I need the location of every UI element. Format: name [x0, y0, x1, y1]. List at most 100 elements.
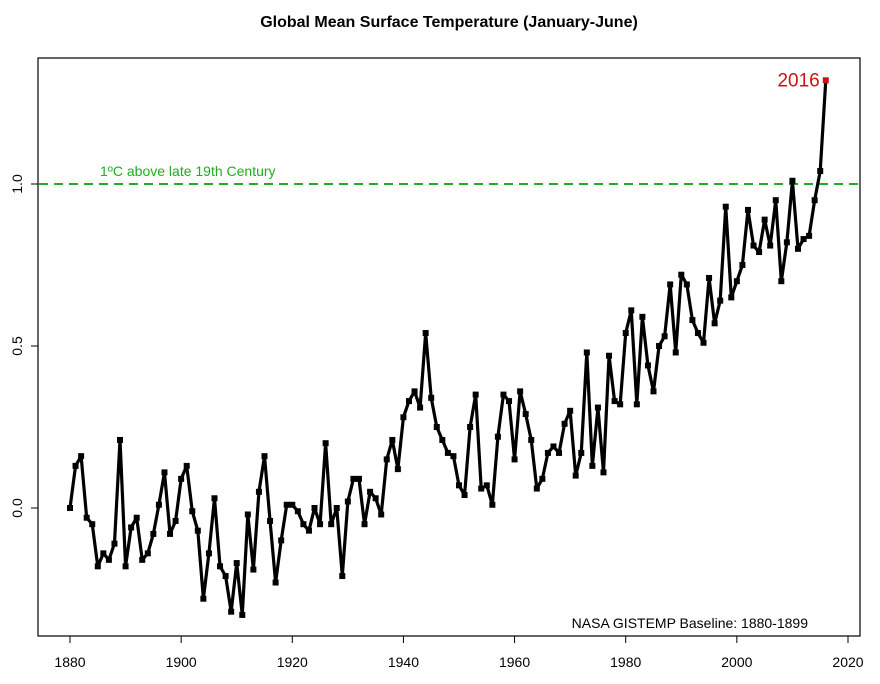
data-point [228, 608, 235, 615]
data-point [205, 550, 212, 557]
reference-line-label: 1ºC above late 19th Century [100, 163, 276, 179]
data-point [500, 391, 507, 398]
data-point [111, 540, 118, 547]
data-point [717, 297, 724, 304]
data-point [344, 498, 351, 505]
data-point [494, 433, 501, 440]
x-tick-label: 1940 [388, 654, 419, 670]
data-point [405, 398, 412, 405]
baseline-annotation: NASA GISTEMP Baseline: 1880-1899 [572, 615, 809, 631]
data-point [161, 469, 168, 476]
data-point [317, 521, 324, 528]
data-point [355, 475, 362, 482]
data-point [117, 436, 124, 443]
data-point [811, 197, 818, 204]
data-point [572, 472, 579, 479]
data-point [706, 274, 713, 281]
series-line [68, 80, 828, 617]
data-point [483, 482, 490, 489]
data-point [511, 456, 518, 463]
data-point [622, 330, 629, 337]
x-tick-label: 1980 [610, 654, 641, 670]
data-point [167, 530, 174, 537]
data-point [456, 482, 462, 489]
data-point [211, 495, 218, 502]
x-tick-label: 1920 [277, 654, 308, 670]
data-point [305, 527, 312, 534]
data-point [489, 501, 496, 508]
data-point [239, 611, 246, 618]
data-point [433, 424, 440, 430]
data-point [411, 388, 418, 395]
data-point [139, 556, 146, 563]
data-point [467, 424, 474, 430]
data-point [633, 401, 640, 408]
y-tick-label: 0.5 [9, 336, 25, 356]
data-point [300, 521, 307, 528]
data-point [328, 521, 335, 528]
data-point [533, 485, 540, 492]
data-point [189, 508, 196, 515]
data-point [67, 505, 73, 511]
chart-title: Global Mean Surface Temperature (January… [260, 14, 638, 31]
data-point [722, 203, 729, 210]
data-point [550, 443, 557, 450]
y-tick-label: 0.0 [9, 498, 25, 518]
data-point [522, 411, 529, 418]
data-point [94, 563, 101, 570]
data-point [478, 485, 485, 492]
data-point [372, 495, 379, 502]
data-point [678, 271, 685, 278]
data-point [272, 579, 279, 586]
plot-frame [37, 57, 861, 637]
data-point [789, 177, 796, 184]
data-point [83, 514, 90, 521]
data-point [800, 236, 807, 243]
data-point [461, 492, 468, 499]
data-point [78, 453, 85, 460]
data-point [772, 197, 779, 204]
data-point [783, 239, 790, 246]
data-point [728, 294, 735, 301]
data-point [661, 333, 668, 340]
data-point [744, 206, 751, 213]
data-point [278, 537, 285, 544]
data-point [756, 249, 763, 256]
data-point [644, 362, 651, 369]
x-tick-label: 1960 [499, 654, 530, 670]
data-point [217, 563, 224, 570]
data-point-highlight [822, 77, 829, 84]
data-point [694, 330, 701, 337]
data-point [383, 456, 390, 463]
data-point [578, 449, 585, 456]
data-point [155, 501, 162, 508]
data-point [600, 469, 607, 476]
data-point [817, 168, 824, 175]
data-point [233, 560, 240, 567]
x-tick-label: 1880 [54, 654, 85, 670]
data-point [322, 440, 329, 447]
data-point [183, 462, 190, 469]
data-point [561, 420, 568, 427]
data-point [394, 466, 401, 473]
data-point [133, 514, 140, 521]
data-point [244, 511, 251, 518]
data-point [428, 394, 435, 401]
data-point [544, 449, 551, 456]
data-point [639, 313, 646, 320]
data-point [761, 216, 768, 223]
data-point [683, 281, 690, 288]
data-point [350, 475, 357, 482]
data-point [72, 462, 79, 469]
data-point [589, 462, 596, 469]
data-point [750, 242, 757, 249]
data-point [389, 436, 396, 443]
data-point [400, 414, 407, 421]
data-point [606, 352, 613, 359]
data-point [444, 449, 451, 456]
data-point [628, 307, 635, 314]
x-tick-label: 2020 [832, 654, 863, 670]
data-point [617, 401, 624, 408]
data-point [194, 527, 201, 534]
data-point [222, 573, 229, 580]
